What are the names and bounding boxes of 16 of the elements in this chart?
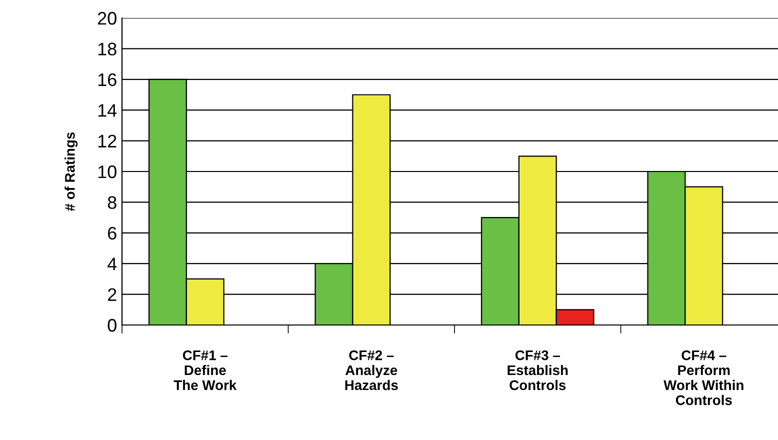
x-tick-label: CF#2 – Analyze Hazards: [345, 350, 398, 390]
y-tick-label: 16: [98, 73, 116, 86]
y-tick-label: 8: [108, 196, 116, 209]
y-tick-label: 10: [98, 165, 116, 178]
x-tick-label: CF#3 – Establish Controls: [508, 350, 568, 390]
y-tick-label: 4: [108, 258, 117, 270]
y-tick-label: 20: [98, 12, 116, 25]
y-tick-label: 12: [98, 134, 116, 148]
x-tick-label: CF#4 – Perform Work Within Controls: [664, 350, 744, 406]
y-tick-label: 0: [108, 318, 116, 332]
y-tick-label: 6: [108, 226, 116, 240]
x-tick-label: CF#1 – Define The Work: [174, 350, 237, 390]
y-axis-title: # of Ratings: [64, 132, 78, 211]
y-tick-label: 14: [98, 104, 117, 117]
y-tick-label: 2: [108, 288, 116, 301]
y-tick-label: 18: [98, 42, 116, 56]
